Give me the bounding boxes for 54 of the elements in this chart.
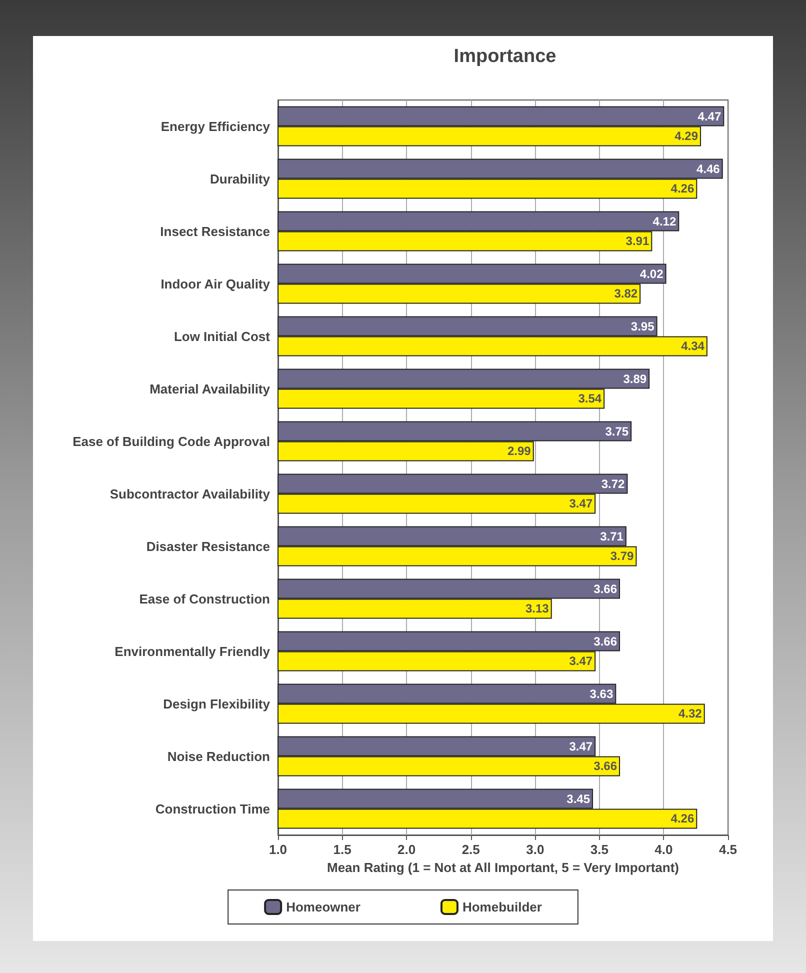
data-label: 3.13	[526, 602, 550, 616]
y-tick-label: Disaster Resistance	[146, 538, 270, 554]
data-label: 3.45	[566, 792, 590, 806]
x-tick-label: 2.0	[398, 842, 416, 857]
data-label: 3.54	[578, 392, 602, 406]
y-tick-label: Insect Resistance	[160, 224, 270, 239]
y-tick-label: Ease of Building Code Approval	[72, 434, 270, 449]
data-label: 3.89	[623, 372, 647, 386]
y-tick-label: Subcontractor Availability	[110, 486, 271, 502]
data-label: 3.71	[600, 529, 624, 544]
y-tick-label: Environmentally Friendly	[114, 644, 271, 659]
chart-title: Importance	[454, 46, 556, 67]
data-label: 3.82	[614, 286, 638, 301]
data-label: 3.66	[594, 634, 618, 648]
y-tick-label: Low Initial Cost	[174, 328, 271, 344]
data-label: 3.66	[594, 582, 618, 596]
data-label: 4.26	[670, 182, 694, 196]
data-label: 3.79	[610, 549, 634, 564]
y-tick-label: Energy Efficiency	[160, 118, 271, 134]
y-tick-label: Noise Reduction	[167, 748, 270, 764]
data-label: 3.47	[569, 496, 593, 511]
data-label: 3.95	[630, 319, 655, 334]
x-tick-label: 4.0	[654, 842, 673, 857]
data-label: 3.91	[626, 234, 650, 248]
x-tick-label: 3.0	[526, 842, 544, 857]
x-tick-label: 1.5	[333, 842, 352, 857]
x-tick-label: 3.5	[590, 842, 608, 857]
y-tick-label: Indoor Air Quality	[160, 276, 271, 292]
x-tick-label: 2.5	[462, 842, 480, 857]
x-tick-label: 4.5	[718, 842, 738, 857]
data-label: 3.75	[605, 424, 629, 438]
data-label: 2.99	[508, 444, 532, 458]
data-label: 4.46	[696, 162, 720, 176]
data-label: 3.66	[594, 759, 618, 774]
data-label: 4.47	[698, 109, 722, 124]
data-label: 3.47	[569, 654, 593, 668]
y-tick-label: Construction Time	[155, 801, 270, 816]
y-tick-label: Design Flexibility	[163, 696, 271, 712]
y-tick-label: Ease of Construction	[139, 591, 270, 606]
data-label: 3.72	[601, 476, 626, 491]
x-axis-title: Mean Rating (1 = Not at All Important, 5 = Very Important)	[326, 860, 680, 875]
data-label: 4.34	[681, 339, 705, 354]
y-tick-label: Durability	[210, 171, 271, 186]
y-tick-label: Material Availability	[150, 381, 271, 396]
data-label: 4.26	[670, 812, 694, 826]
x-tick-label: 1.0	[268, 842, 288, 857]
legend-label: Homeowner	[286, 900, 360, 914]
data-label: 4.32	[678, 706, 702, 721]
data-label: 4.12	[652, 214, 676, 228]
data-label: 4.02	[640, 266, 664, 281]
data-label: 3.47	[569, 739, 593, 754]
data-label: 3.63	[590, 686, 614, 701]
data-label: 4.29	[674, 129, 698, 144]
legend-label: Homebuilder	[462, 900, 542, 914]
